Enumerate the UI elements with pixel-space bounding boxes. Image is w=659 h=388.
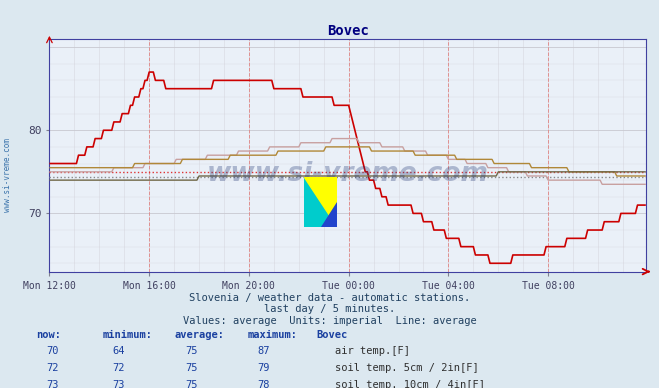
Text: 70: 70 [47,346,59,356]
Text: now:: now: [36,329,61,340]
Text: 87: 87 [258,346,270,356]
Text: 73: 73 [47,379,59,388]
Text: minimum:: minimum: [102,329,152,340]
Text: last day / 5 minutes.: last day / 5 minutes. [264,304,395,314]
Text: Bovec: Bovec [316,329,347,340]
Text: maximum:: maximum: [247,329,297,340]
Text: 64: 64 [113,346,125,356]
Text: 72: 72 [47,363,59,373]
Text: soil temp. 10cm / 4in[F]: soil temp. 10cm / 4in[F] [335,379,485,388]
Text: www.si-vreme.com: www.si-vreme.com [207,161,488,187]
Text: 78: 78 [258,379,270,388]
Polygon shape [321,202,337,227]
Text: 72: 72 [113,363,125,373]
Text: Slovenia / weather data - automatic stations.: Slovenia / weather data - automatic stat… [189,293,470,303]
Title: Bovec: Bovec [327,24,368,38]
Text: soil temp. 5cm / 2in[F]: soil temp. 5cm / 2in[F] [335,363,478,373]
Text: 75: 75 [185,379,197,388]
Text: 75: 75 [185,363,197,373]
Text: www.si-vreme.com: www.si-vreme.com [3,138,13,211]
Text: air temp.[F]: air temp.[F] [335,346,410,356]
Text: average:: average: [175,329,225,340]
Polygon shape [304,177,337,227]
Text: 79: 79 [258,363,270,373]
Text: 75: 75 [185,346,197,356]
Text: Values: average  Units: imperial  Line: average: Values: average Units: imperial Line: av… [183,316,476,326]
Polygon shape [304,177,337,227]
Text: 73: 73 [113,379,125,388]
